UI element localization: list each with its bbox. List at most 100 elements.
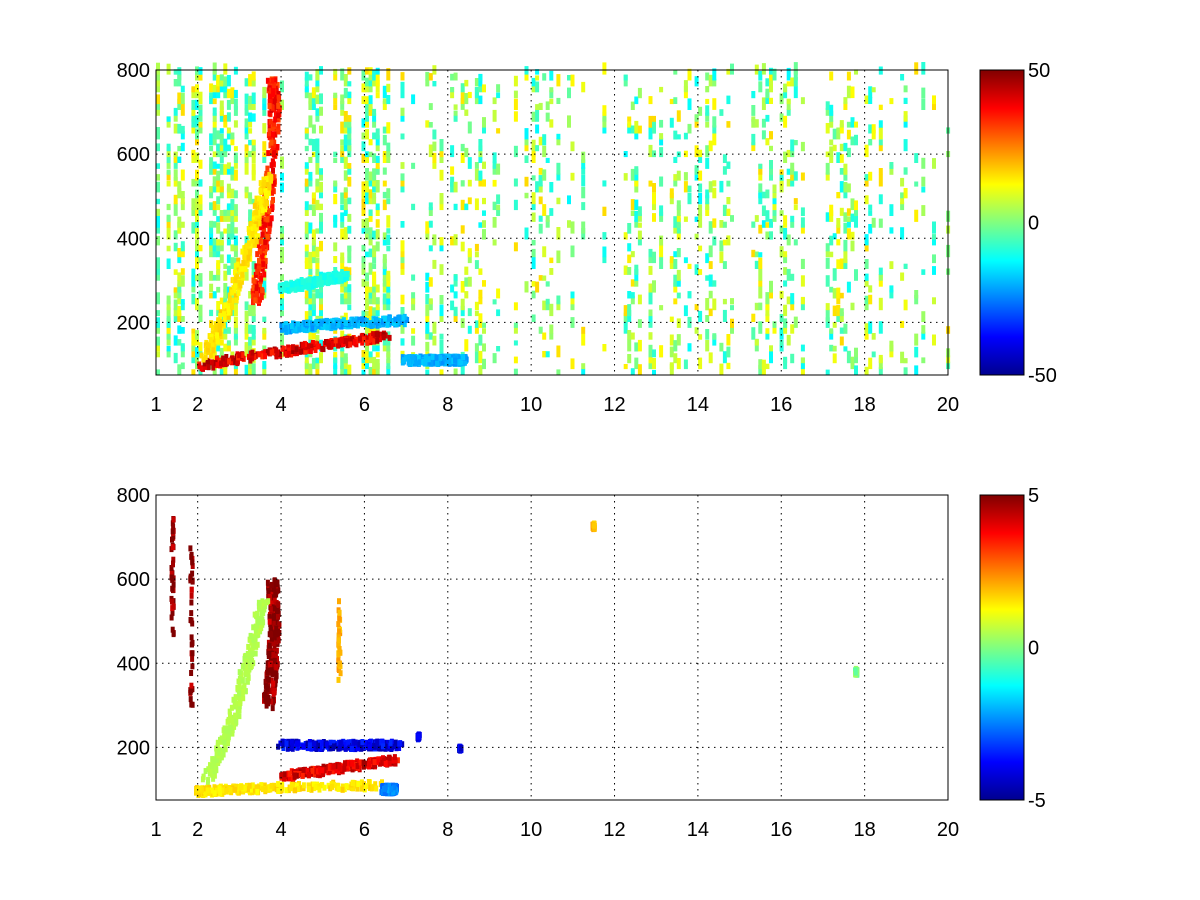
noise-cell [375, 128, 380, 140]
noise-cell [166, 315, 171, 322]
noise-cell [304, 296, 309, 305]
noise-cell [648, 115, 653, 128]
noise-cell [198, 245, 203, 252]
noise-cell [790, 77, 795, 87]
noise-cell [262, 327, 267, 334]
noise-cell [173, 177, 178, 187]
heatmap-cell [242, 683, 247, 690]
noise-cell [166, 143, 171, 152]
heatmap-cell [266, 587, 271, 594]
noise-cell [556, 369, 561, 375]
noise-cell [400, 249, 405, 258]
noise-cell [382, 278, 387, 287]
noise-cell [375, 229, 380, 240]
heatmap-cell [265, 669, 270, 675]
noise-cell [846, 350, 851, 364]
heatmap-cell [230, 717, 235, 724]
heatmap-cell [274, 619, 279, 625]
noise-cell [531, 175, 536, 181]
noise-cell [375, 326, 380, 334]
noise-cell [839, 311, 844, 322]
heatmap-cell [375, 319, 380, 326]
noise-cell [248, 358, 253, 370]
heatmap-cell [382, 315, 387, 322]
noise-cell [772, 206, 777, 216]
noise-cell [932, 101, 936, 110]
heatmap-cell [273, 77, 277, 84]
colorbar-tick-label: 0 [1028, 213, 1039, 235]
noise-cell [195, 228, 199, 240]
noise-cell [545, 157, 550, 163]
noise-cell [343, 140, 348, 152]
heatmap-cell [270, 204, 275, 211]
noise-cell [195, 274, 199, 281]
heatmap-cell [259, 224, 264, 231]
noise-cell [652, 121, 656, 134]
noise-cell [637, 319, 642, 328]
noise-cell [311, 252, 316, 264]
noise-cell [453, 115, 458, 122]
noise-cell [712, 218, 717, 228]
noise-cell [219, 133, 224, 146]
heatmap-cell [306, 786, 311, 792]
heatmap-cell [278, 740, 283, 747]
noise-cell [705, 298, 710, 311]
heatmap-cell [208, 762, 212, 769]
noise-cell [783, 318, 788, 328]
noise-cell [751, 327, 756, 340]
noise-cell [829, 344, 834, 352]
noise-cell [308, 332, 313, 340]
heatmap-cell [210, 342, 215, 349]
noise-cell [315, 162, 320, 175]
noise-cell [382, 85, 387, 99]
noise-cell [839, 292, 844, 299]
noise-cell [319, 311, 323, 322]
noise-cell [212, 62, 217, 75]
heatmap-cell [271, 95, 276, 101]
noise-cell [347, 91, 352, 99]
heatmap-cell [250, 651, 255, 658]
noise-cell [195, 254, 199, 264]
noise-cell [425, 120, 430, 128]
noise-cell [623, 321, 628, 334]
noise-cell [233, 190, 238, 199]
noise-cell [368, 297, 373, 305]
noise-cell [513, 75, 518, 87]
heatmap-cell [252, 224, 257, 230]
noise-cell [156, 107, 160, 116]
noise-cell [712, 133, 717, 146]
heatmap-cell [373, 781, 378, 788]
noise-cell [308, 204, 313, 211]
noise-cell [549, 257, 554, 264]
noise-cell [311, 357, 316, 370]
heatmap-cell [458, 359, 463, 366]
noise-cell [623, 265, 628, 275]
heatmap-cell [262, 248, 267, 255]
heatmap-cell [416, 355, 421, 361]
noise-cell [209, 220, 214, 228]
noise-cell [233, 335, 238, 346]
noise-cell [400, 338, 405, 346]
noise-cell [216, 74, 221, 87]
noise-cell [754, 339, 759, 346]
noise-cell [425, 79, 430, 87]
heatmap-cell [218, 790, 223, 797]
noise-cell [226, 340, 231, 346]
noise-cell [244, 301, 249, 311]
noise-cell [319, 300, 323, 311]
noise-cell [180, 362, 185, 370]
noise-cell [311, 194, 316, 205]
noise-cell [315, 334, 320, 346]
noise-cell [676, 214, 681, 222]
heatmap-cell [388, 739, 393, 746]
heatmap-cell [241, 688, 246, 695]
heatmap-cell [319, 782, 324, 789]
noise-cell [761, 63, 766, 75]
noise-cell [719, 342, 724, 352]
noise-cell [921, 62, 926, 75]
heatmap-cell [282, 321, 287, 328]
noise-cell [386, 270, 391, 281]
noise-cell [843, 323, 848, 334]
noise-cell [375, 241, 380, 252]
